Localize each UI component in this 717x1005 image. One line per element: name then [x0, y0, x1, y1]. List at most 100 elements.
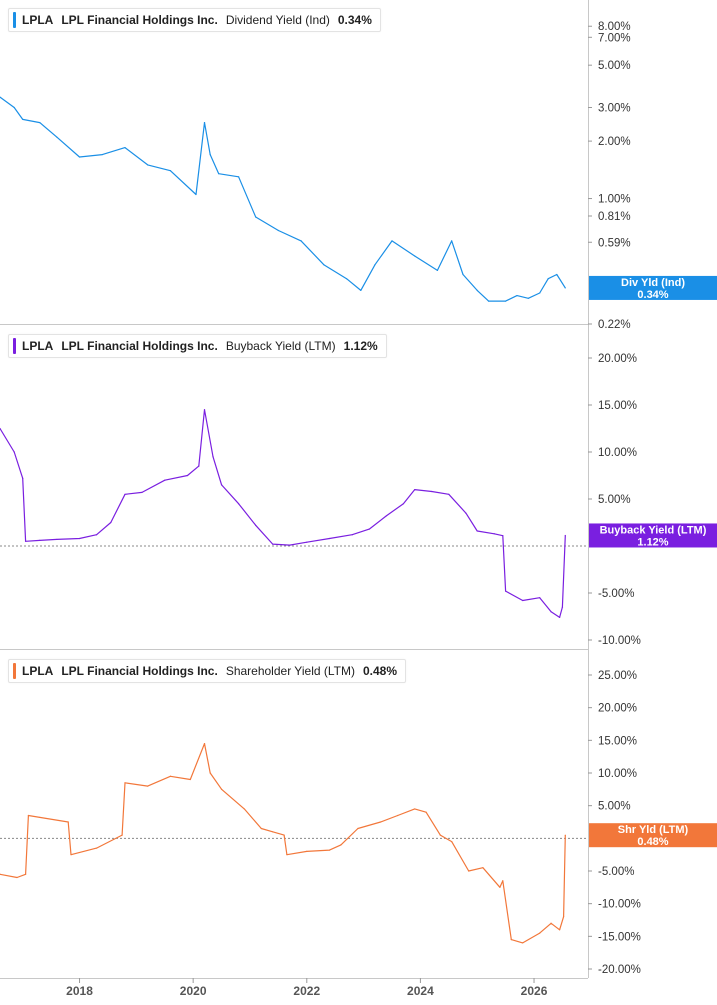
legend-shareholder-yield: LPLA LPL Financial Holdings Inc. Shareho… [8, 659, 407, 683]
data-point [385, 515, 387, 517]
data-point [0, 427, 1, 430]
data-point [289, 544, 291, 546]
data-point [431, 490, 433, 493]
value-tag-value: 0.48% [637, 836, 668, 848]
data-point [209, 772, 211, 774]
data-point [522, 599, 524, 602]
data-point [380, 821, 382, 823]
data-point [272, 543, 274, 545]
value-tag-label: Buyback Yield (LTM) [600, 524, 707, 536]
data-point [78, 156, 81, 158]
data-point [124, 493, 126, 495]
data-point [164, 479, 166, 481]
data-point [169, 775, 172, 777]
data-point [328, 537, 331, 540]
data-point [24, 873, 27, 875]
legend-ticker: LPLA [22, 13, 54, 27]
data-point [448, 493, 450, 495]
data-point [357, 827, 359, 830]
legend-company: LPL Financial Holdings Inc. [61, 339, 218, 353]
data-point [374, 264, 376, 266]
y-tick-label: -20.00% [598, 964, 641, 976]
data-point [101, 153, 103, 156]
x-tick-label: 2026 [521, 984, 548, 998]
legend-metric: Dividend Yield (Ind) [225, 13, 330, 27]
data-point [39, 816, 41, 819]
data-point [95, 847, 98, 849]
data-point [238, 176, 240, 178]
data-point [70, 854, 72, 856]
data-point [493, 533, 495, 535]
data-point [306, 850, 308, 853]
data-point [277, 229, 279, 232]
value-tag-box [589, 523, 717, 548]
y-tick-label: 15.00% [598, 735, 637, 747]
x-tick-label: 2018 [66, 984, 93, 998]
data-point [328, 849, 331, 851]
legend-company: LPL Financial Holdings Inc. [61, 13, 218, 27]
y-tick-label: -5.00% [598, 866, 634, 878]
data-point [16, 876, 18, 879]
data-point [510, 939, 512, 941]
data-point [24, 540, 27, 542]
legend-dividend-yield: LPLA LPL Financial Holdings Inc. Dividen… [8, 8, 381, 32]
value-tag-box [589, 823, 717, 848]
data-point [476, 289, 478, 292]
legend-value: 0.34% [337, 13, 372, 27]
data-point [39, 122, 41, 124]
data-point [306, 541, 308, 543]
data-point [439, 834, 441, 836]
data-point [564, 834, 566, 836]
data-point [487, 300, 490, 302]
y-tick-label: 3.00% [598, 103, 631, 115]
series-line-buyback-yield [0, 409, 566, 618]
data-point [414, 808, 416, 810]
data-point [564, 287, 566, 289]
y-tick-label: 2.00% [598, 136, 631, 148]
data-point [195, 193, 197, 196]
data-point [255, 524, 257, 526]
data-point [351, 534, 353, 536]
value-tag-buyback-yield: Buyback Yield (LTM)1.12% [589, 523, 717, 548]
y-tick-label: -5.00% [598, 588, 634, 600]
data-point [78, 537, 81, 540]
data-point [13, 451, 15, 453]
legend-ticker: LPLA [22, 664, 54, 678]
data-point [260, 827, 262, 830]
data-point [476, 530, 478, 532]
series-line-dividend-yield [0, 96, 566, 302]
panel-dividend-yield: 0.22% 0.59% 0.81% 1.00% 2.00% 3.00% 5.00% 7.00%… [0, 21, 717, 331]
data-point [539, 597, 541, 599]
data-point [505, 590, 507, 592]
data-point [212, 456, 214, 458]
data-point [502, 535, 504, 537]
y-tick-label: 15.00% [598, 400, 637, 412]
value-tag-label: Shr Yld (LTM) [618, 824, 689, 836]
data-point [547, 278, 549, 280]
data-point [13, 106, 15, 109]
data-point [451, 240, 453, 242]
data-point [562, 916, 565, 918]
data-point [147, 164, 149, 166]
value-tag-value: 1.12% [637, 536, 668, 548]
data-point [345, 278, 348, 280]
data-point [209, 153, 211, 156]
data-point [550, 611, 552, 613]
series-line-shareholder-yield [0, 743, 566, 944]
data-point [465, 512, 467, 514]
y-tick-label: 1.00% [598, 194, 631, 206]
data-point [272, 831, 274, 833]
data-point [340, 844, 342, 846]
y-tick-label: 20.00% [598, 703, 637, 715]
data-point [110, 521, 112, 524]
y-tick-label: 0.81% [598, 211, 631, 223]
legend-value: 1.12% [343, 339, 378, 353]
data-point [482, 867, 484, 869]
data-point [468, 870, 470, 872]
data-point [238, 503, 240, 505]
x-tick-label: 2024 [407, 984, 434, 998]
data-point [95, 534, 98, 536]
data-point [56, 538, 58, 541]
legend-buyback-yield: LPLA LPL Financial Holdings Inc. Buyback… [8, 334, 387, 358]
data-point [0, 96, 1, 98]
